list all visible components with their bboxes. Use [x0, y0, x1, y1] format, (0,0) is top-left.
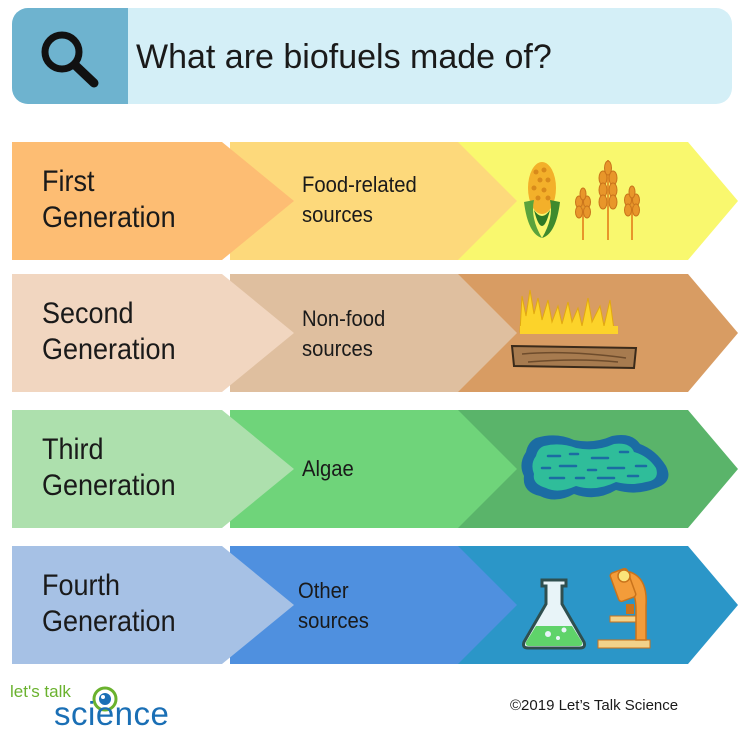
- source-arrow: [230, 546, 517, 664]
- grass-and-wood-icon: [510, 289, 638, 370]
- row-fourth-generation: Fourth Generation Other sources: [12, 546, 738, 664]
- lets-talk-science-logo: let's talk science: [10, 682, 210, 736]
- generation-arrow: [12, 410, 294, 528]
- generation-arrow: [12, 274, 294, 392]
- row-first-generation: First Generation Food-related sources: [12, 142, 738, 260]
- title-banner: What are biofuels made of?: [12, 8, 732, 104]
- generation-label: Fourth Generation: [42, 569, 176, 638]
- logo-text-bottom: science: [54, 695, 170, 732]
- copyright-text: ©2019 Let’s Talk Science: [510, 697, 679, 714]
- flask-and-microscope-icon: [522, 567, 651, 650]
- source-arrow: [230, 410, 517, 528]
- generation-label: First Generation: [42, 165, 176, 234]
- generation-arrow: [12, 142, 294, 260]
- eye-icon: [92, 686, 118, 712]
- magnifier-icon: [41, 31, 99, 88]
- source-label: Food-related sources: [302, 172, 417, 227]
- logo-text-top: let's talk: [10, 682, 71, 701]
- row-arrows: [12, 274, 738, 392]
- source-arrow: [230, 142, 517, 260]
- page-title: What are biofuels made of?: [136, 38, 552, 76]
- source-label: Algae: [302, 456, 354, 481]
- corn-and-wheat-icon: [524, 160, 640, 240]
- generation-arrow: [12, 546, 294, 664]
- row-arrows: [12, 142, 738, 260]
- source-label: Non-food sources: [302, 306, 386, 361]
- source-arrow: [230, 274, 517, 392]
- source-label: Other sources: [298, 578, 369, 633]
- illustration-arrow: [448, 142, 738, 260]
- algae-pond-icon: [521, 435, 669, 500]
- row-arrows: [12, 546, 738, 664]
- illustration-arrow: [448, 546, 738, 664]
- generation-label: Second Generation: [42, 297, 176, 366]
- row-third-generation: Third Generation Algae: [12, 410, 738, 528]
- search-icon-box: [12, 8, 128, 104]
- row-second-generation: Second Generation Non-food sources: [12, 274, 738, 392]
- generation-label: Third Generation: [42, 433, 176, 502]
